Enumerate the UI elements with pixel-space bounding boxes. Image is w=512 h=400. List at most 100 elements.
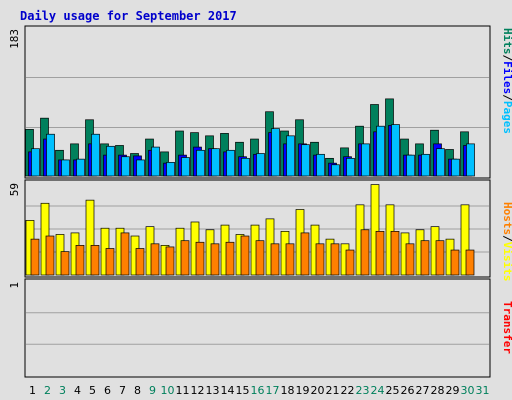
legend-part: /: [501, 235, 512, 242]
bar-pages-27: [421, 153, 430, 177]
bar-hosts-3: [60, 251, 70, 276]
x-tick-label: 27: [416, 384, 430, 397]
x-tick-label: 22: [341, 384, 355, 397]
bar-pages-13: [211, 148, 220, 177]
bar-hosts-8: [135, 248, 145, 276]
x-tick-label: 17: [266, 384, 280, 397]
bar-hosts-20: [315, 243, 325, 276]
x-tick-label: 15: [236, 384, 250, 397]
bar-hosts-9: [150, 243, 160, 276]
x-tick-label: 2: [44, 384, 51, 397]
bar-hosts-4: [75, 245, 85, 276]
bar-hosts-19: [300, 232, 310, 276]
bar-pages-14: [226, 149, 235, 177]
bar-pages-11: [181, 157, 190, 177]
bar-visits-30: [460, 204, 470, 276]
bar-pages-25: [391, 124, 400, 177]
legend-part: /: [501, 55, 512, 62]
bar-pages-7: [121, 156, 130, 177]
bar-pages-26: [406, 154, 415, 177]
bar-hosts-30: [465, 249, 475, 276]
x-tick-label: 13: [206, 384, 220, 397]
legend-visits-sites: Hosts/Visits: [501, 202, 512, 282]
bar-pages-16: [256, 153, 265, 177]
x-tick-label: 25: [386, 384, 400, 397]
chart-panels: 183Hits/Files/Pages59Hosts/Visits1Transf…: [8, 25, 512, 378]
x-tick-label: 19: [296, 384, 310, 397]
bar-hosts-14: [225, 241, 235, 276]
legend-part: /: [501, 94, 512, 101]
bar-pages-24: [376, 125, 385, 177]
bar-hosts-28: [435, 240, 445, 276]
x-tick-label: 9: [149, 384, 156, 397]
x-tick-label: 3: [59, 384, 66, 397]
x-tick-label: 16: [251, 384, 265, 397]
legend-part: Hits: [501, 28, 512, 55]
legend-part: Files: [501, 61, 512, 94]
bar-pages-1: [31, 148, 40, 177]
x-tick-label: 26: [401, 384, 415, 397]
bar-hosts-7: [120, 232, 130, 276]
bar-pages-29: [451, 158, 460, 177]
bar-pages-9: [151, 146, 160, 177]
bar-pages-19: [301, 144, 310, 177]
bar-pages-12: [196, 149, 205, 177]
x-tick-label: 12: [191, 384, 205, 397]
panel-kbytes: 1 Transfer: [8, 278, 512, 378]
legend-part: Transfer: [501, 301, 512, 354]
panel-frame: [24, 278, 491, 378]
bar-hosts-27: [420, 240, 430, 276]
bar-hosts-21: [330, 243, 340, 276]
x-tick-label: 7: [119, 384, 126, 397]
bar-pages-20: [316, 153, 325, 177]
x-tick-label: 1: [29, 384, 36, 397]
bar-hosts-16: [255, 240, 265, 276]
bar-pages-28: [436, 148, 445, 177]
bar-hosts-22: [345, 249, 355, 276]
bar-pages-30: [466, 143, 475, 177]
bar-visits-5: [85, 199, 95, 276]
x-tick-label: 18: [281, 384, 295, 397]
bar-hosts-6: [105, 248, 115, 276]
bar-pages-18: [286, 135, 295, 177]
legend-hits-files-pages: Hits/Files/Pages: [501, 28, 512, 134]
bar-hosts-17: [270, 243, 280, 276]
x-tick-label: 14: [221, 384, 235, 397]
bar-hosts-15: [240, 235, 250, 276]
x-tick-label: 10: [161, 384, 175, 397]
bar-hosts-12: [195, 241, 205, 276]
bar-pages-5: [91, 133, 100, 177]
x-tick-label: 31: [476, 384, 490, 397]
legend-kbytes: Transfer: [501, 301, 512, 354]
x-tick-label: 23: [356, 384, 370, 397]
bar-hosts-26: [405, 243, 415, 276]
chart-title: Daily usage for September 2017: [20, 9, 237, 23]
bar-pages-21: [331, 164, 340, 177]
x-tick-label: 5: [89, 384, 96, 397]
bar-hosts-24: [375, 230, 385, 276]
bar-visits-24: [370, 184, 380, 276]
x-tick-label: 4: [74, 384, 81, 397]
bar-pages-3: [61, 159, 70, 177]
bar-hosts-23: [360, 229, 370, 276]
bar-pages-4: [76, 158, 85, 177]
x-tick-label: 6: [104, 384, 111, 397]
legend-part: Pages: [501, 101, 512, 134]
bar-hosts-25: [390, 230, 400, 276]
bar-hosts-11: [180, 240, 190, 276]
x-tick-label: 8: [134, 384, 141, 397]
bar-pages-2: [46, 133, 55, 177]
bar-pages-23: [361, 143, 370, 177]
bar-hosts-29: [450, 249, 460, 276]
y-max-label: 183: [8, 29, 21, 49]
y-max-label: 1: [8, 282, 21, 289]
bar-pages-17: [271, 128, 280, 177]
x-tick-label: 24: [371, 384, 385, 397]
bar-pages-10: [166, 161, 175, 177]
legend-part: Hosts: [501, 202, 512, 235]
y-max-label: 59: [8, 183, 21, 196]
bar-hosts-18: [285, 243, 295, 276]
x-tick-label: 29: [446, 384, 460, 397]
x-tick-label: 30: [461, 384, 475, 397]
